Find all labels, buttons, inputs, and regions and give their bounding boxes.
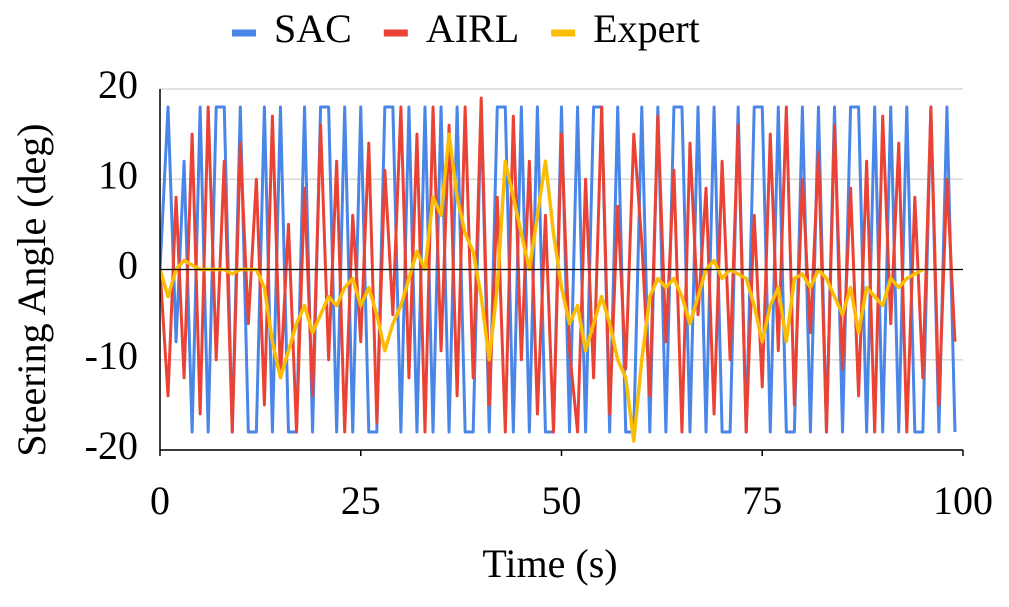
x-tick-label: 75 bbox=[742, 478, 782, 523]
y-tick-label: -10 bbox=[85, 333, 138, 378]
y-axis-title: Steering Angle (deg) bbox=[9, 123, 54, 456]
legend-label: Expert bbox=[593, 6, 700, 51]
x-axis-title: Time (s) bbox=[482, 541, 617, 586]
x-tick-label: 25 bbox=[341, 478, 381, 523]
legend-label: SAC bbox=[274, 6, 352, 51]
x-tick-label: 50 bbox=[542, 478, 582, 523]
x-tick-label: 0 bbox=[150, 478, 170, 523]
y-tick-label: 10 bbox=[98, 152, 138, 197]
series-line bbox=[160, 96, 957, 434]
x-tick-label: 100 bbox=[933, 478, 993, 523]
y-tick-label: 0 bbox=[118, 243, 138, 288]
legend-label: AIRL bbox=[426, 6, 519, 51]
series-line bbox=[160, 132, 924, 443]
y-tick-label: -20 bbox=[85, 423, 138, 468]
y-tick-label: 20 bbox=[98, 62, 138, 107]
